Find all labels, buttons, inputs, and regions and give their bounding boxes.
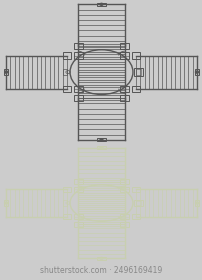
Bar [133, 200, 142, 206]
Bar [194, 200, 198, 206]
Bar [4, 200, 8, 206]
Bar [133, 68, 142, 76]
Bar [97, 146, 105, 149]
Bar [63, 69, 67, 75]
Bar [97, 3, 105, 6]
Bar [73, 85, 82, 92]
Bar [73, 95, 82, 101]
Circle shape [195, 71, 197, 73]
Circle shape [100, 147, 102, 149]
Bar [131, 214, 140, 219]
Bar [73, 187, 82, 192]
Bar [131, 52, 140, 59]
Bar [73, 221, 82, 227]
Bar [63, 200, 67, 206]
Circle shape [100, 3, 102, 5]
Bar [4, 69, 8, 75]
Bar [73, 52, 82, 59]
Bar [120, 214, 129, 219]
Bar [62, 52, 71, 59]
Bar [120, 179, 129, 185]
Bar [120, 85, 129, 92]
Bar [120, 52, 129, 59]
Bar [62, 85, 71, 92]
Bar [131, 187, 140, 192]
Bar [120, 95, 129, 101]
Bar [131, 85, 140, 92]
Bar [62, 214, 71, 219]
Circle shape [100, 257, 102, 259]
Bar [62, 187, 71, 192]
Bar [120, 221, 129, 227]
Circle shape [195, 202, 197, 204]
Bar [120, 43, 129, 49]
Bar [73, 179, 82, 185]
Circle shape [5, 202, 7, 204]
Bar [97, 138, 105, 141]
Circle shape [100, 139, 102, 141]
Bar [194, 69, 198, 75]
Bar [120, 187, 129, 192]
Text: shutterstock.com · 2496169419: shutterstock.com · 2496169419 [40, 266, 162, 276]
Bar [135, 201, 141, 205]
Bar [73, 214, 82, 219]
Circle shape [5, 71, 7, 73]
Bar [97, 257, 105, 260]
Bar [73, 43, 82, 49]
Bar [135, 69, 141, 75]
